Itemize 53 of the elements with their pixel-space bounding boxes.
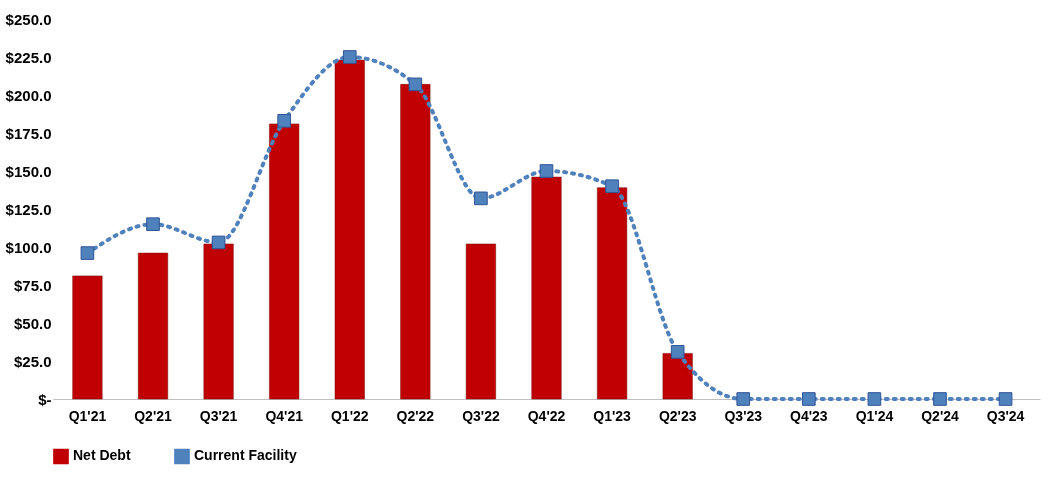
- bar: [662, 353, 693, 400]
- point: [605, 179, 619, 194]
- y-tick-label: $-: [38, 390, 52, 408]
- point: [474, 191, 488, 206]
- point: [277, 114, 291, 128]
- legend-label: Current Facility: [194, 447, 297, 464]
- bar: [203, 243, 234, 400]
- y-tick-label: $225.0: [5, 48, 52, 66]
- point: [933, 392, 947, 406]
- x-tick-label: Q3'21: [199, 407, 238, 424]
- y-tick-label: $200.0: [5, 86, 52, 104]
- x-tick-label: Q1'23: [593, 407, 632, 424]
- x-tick-label: Q1'24: [855, 407, 894, 424]
- point: [146, 217, 160, 232]
- bar: [400, 84, 431, 400]
- x-tick-label: Q3'23: [724, 407, 763, 424]
- y-tick-label: $25.0: [13, 352, 52, 370]
- point: [342, 50, 357, 64]
- bar: [597, 187, 628, 400]
- bar: [269, 123, 300, 400]
- x-tick-label: Q4'21: [265, 407, 304, 424]
- point: [998, 392, 1013, 406]
- x-tick-label: Q2'23: [658, 407, 697, 424]
- bar: [138, 252, 169, 400]
- y-tick-label: $125.0: [5, 200, 52, 218]
- y-tick-label: $100.0: [5, 238, 52, 256]
- bar: [72, 275, 103, 400]
- y-tick-label: $250.0: [5, 10, 52, 28]
- y-tick-label: $50.0: [13, 314, 52, 332]
- y-tick-label: $175.0: [5, 124, 52, 142]
- x-tick-label: Q4'22: [527, 407, 566, 424]
- x-tick-label: Q2'22: [396, 407, 435, 424]
- bar: [465, 243, 496, 400]
- x-tick-label: Q1'22: [330, 407, 369, 424]
- x-tick-label: Q2'21: [134, 407, 173, 424]
- point: [736, 392, 751, 406]
- x-tick-label: Q4'23: [790, 407, 828, 424]
- y-tick-label: $75.0: [13, 276, 52, 294]
- point: [802, 392, 816, 406]
- x-tick-label: Q3'22: [462, 407, 500, 424]
- bar: [334, 59, 365, 400]
- x-tick-label: Q2'24: [921, 407, 959, 424]
- legend-label: Net Debt: [73, 447, 131, 464]
- point: [408, 77, 423, 92]
- point: [670, 345, 685, 359]
- x-tick-label: Q1'21: [68, 407, 107, 424]
- y-tick-label: $150.0: [5, 162, 52, 180]
- point: [539, 164, 554, 178]
- point: [80, 246, 95, 260]
- x-tick-label: Q3'24: [986, 407, 1025, 424]
- point: [211, 235, 226, 250]
- bar: [531, 176, 562, 400]
- point: [867, 392, 882, 406]
